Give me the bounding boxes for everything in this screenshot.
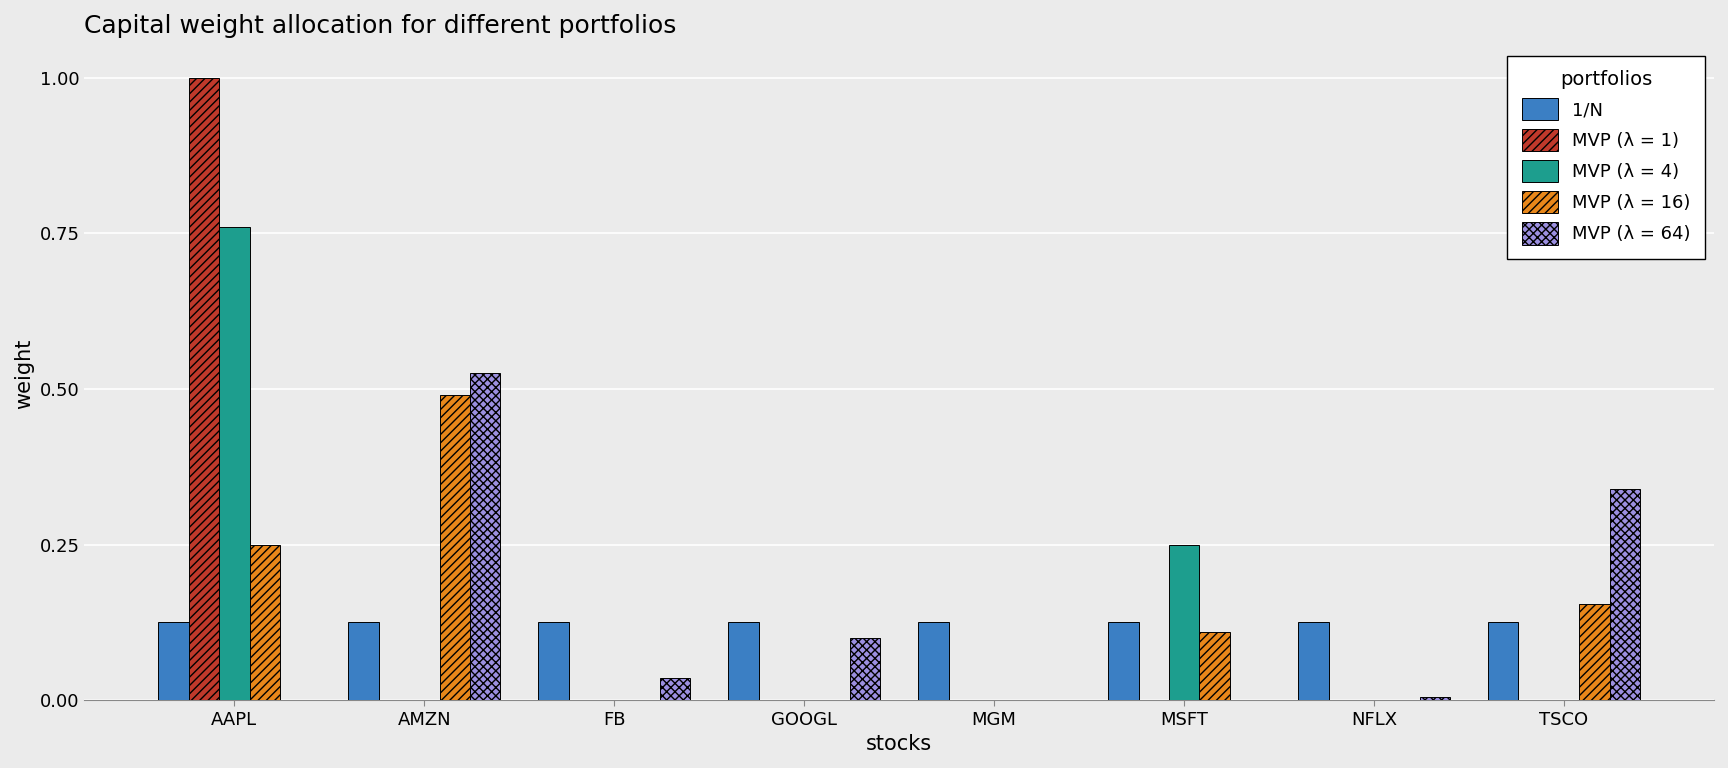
Y-axis label: weight: weight (14, 338, 35, 409)
Bar (1488, 622, 1519, 700)
Bar (470, 373, 501, 700)
Bar (539, 622, 569, 700)
Bar (1579, 604, 1610, 700)
Bar (850, 638, 880, 700)
Legend: 1/N, MVP (λ = 1), MVP (λ = 4), MVP (λ = 16), MVP (λ = 64): 1/N, MVP (λ = 1), MVP (λ = 4), MVP (λ = … (1507, 56, 1706, 259)
Bar (660, 678, 689, 700)
Bar (1610, 488, 1640, 700)
Bar (1108, 622, 1139, 700)
Bar (918, 622, 949, 700)
Bar (439, 396, 470, 700)
Bar (188, 78, 219, 700)
Text: Capital weight allocation for different portfolios: Capital weight allocation for different … (85, 14, 677, 38)
Bar (1168, 545, 1199, 700)
Bar (159, 622, 188, 700)
X-axis label: stocks: stocks (866, 734, 933, 754)
Bar (219, 227, 249, 700)
Bar (249, 545, 280, 700)
Bar (349, 622, 378, 700)
Bar (1199, 632, 1230, 700)
Bar (1420, 697, 1450, 700)
Bar (727, 622, 759, 700)
Bar (1298, 622, 1329, 700)
